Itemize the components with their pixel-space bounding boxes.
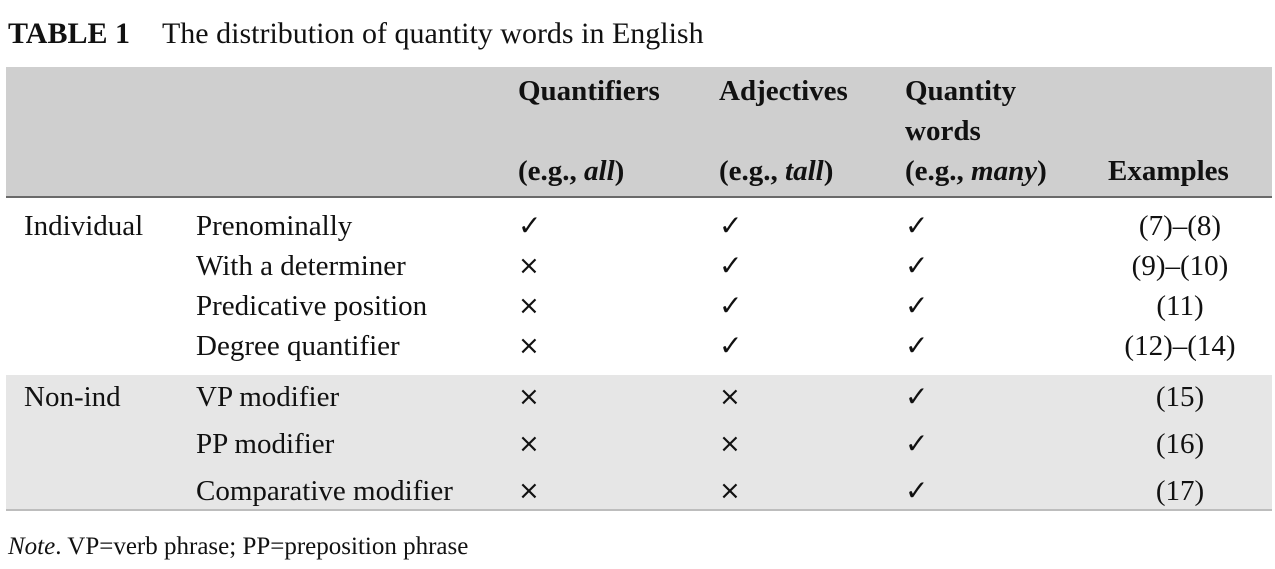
header-examples: Examples <box>1108 71 1258 191</box>
table-note: Note. VP=verb phrase; PP=preposition phr… <box>8 530 468 564</box>
check-icon: ✓ <box>905 329 929 362</box>
cross-icon: × <box>719 476 741 506</box>
examples-cell: (11) <box>1156 290 1204 322</box>
check-icon: ✓ <box>719 209 743 242</box>
table-label: TABLE 1 <box>8 17 130 50</box>
header-quantifiers: Quantifiers (e.g., all) <box>518 71 708 191</box>
distribution-table: Quantifiers (e.g., all) Adjectives (e.g.… <box>6 67 1272 511</box>
table-title: The distribution of quantity words in En… <box>161 17 704 50</box>
header-examples-name: Examples <box>1108 155 1229 187</box>
examples-cell: (15) <box>1155 381 1205 413</box>
check-icon: ✓ <box>905 249 929 282</box>
table-caption: TABLE 1 The distribution of quantity word… <box>8 14 704 54</box>
header-quantity-words-name-line2: words <box>905 115 981 147</box>
header-quantifiers-name: Quantifiers <box>518 75 660 107</box>
cross-icon: × <box>518 476 540 506</box>
table-row: Individual Prenominally ✓ ✓ ✓ (7)–(8) <box>6 206 1272 246</box>
examples-cell: (16) <box>1155 428 1205 460</box>
header-adjectives-example: (e.g., tall) <box>719 155 834 187</box>
table-row: Comparative modifier × × ✓ (17) <box>6 471 1272 511</box>
examples-cell: (12)–(14) <box>1124 330 1236 362</box>
note-label: Note <box>8 533 56 560</box>
check-icon: ✓ <box>905 474 929 507</box>
header-adjectives-name: Adjectives <box>719 75 848 107</box>
context-cell: With a determiner <box>196 250 406 282</box>
check-icon: ✓ <box>719 289 743 322</box>
cross-icon: × <box>719 382 741 412</box>
check-icon: ✓ <box>905 209 929 242</box>
header-quantity-words-example: (e.g., many) <box>905 155 1047 187</box>
context-cell: Predicative position <box>196 290 428 322</box>
header-quantifiers-example: (e.g., all) <box>518 155 625 187</box>
examples-cell: (9)–(10) <box>1131 250 1229 282</box>
group-label: Non-ind <box>24 381 121 413</box>
table-row: Degree quantifier × ✓ ✓ (12)–(14) <box>6 326 1272 366</box>
cross-icon: × <box>518 331 540 361</box>
note-text: . VP=verb phrase; PP=preposition phrase <box>55 533 469 560</box>
header-adjectives: Adjectives (e.g., tall) <box>719 71 899 191</box>
check-icon: ✓ <box>719 329 743 362</box>
cross-icon: × <box>719 429 741 459</box>
context-cell: VP modifier <box>196 381 340 413</box>
context-cell: Degree quantifier <box>196 330 400 362</box>
header-quantity-words-name-line1: Quantity <box>905 75 1017 107</box>
context-cell: Prenominally <box>196 210 353 242</box>
table-row: Non-ind VP modifier × × ✓ (15) <box>6 377 1272 417</box>
header-quantity-words: Quantity words (e.g., many) <box>905 71 1105 191</box>
check-icon: ✓ <box>518 209 542 242</box>
cross-icon: × <box>518 382 540 412</box>
examples-cell: (7)–(8) <box>1138 210 1222 242</box>
table-row: With a determiner × ✓ ✓ (9)–(10) <box>6 246 1272 286</box>
context-cell: PP modifier <box>196 428 335 460</box>
table-header: Quantifiers (e.g., all) Adjectives (e.g.… <box>6 67 1272 198</box>
group-label: Individual <box>24 210 144 242</box>
check-icon: ✓ <box>905 380 929 413</box>
group-non-ind-background <box>6 375 1272 511</box>
check-icon: ✓ <box>719 249 743 282</box>
cross-icon: × <box>518 291 540 321</box>
cross-icon: × <box>518 251 540 281</box>
examples-cell: (17) <box>1155 475 1205 507</box>
check-icon: ✓ <box>905 289 929 322</box>
table-row: PP modifier × × ✓ (16) <box>6 424 1272 464</box>
cross-icon: × <box>518 429 540 459</box>
check-icon: ✓ <box>905 427 929 460</box>
table-row: Predicative position × ✓ ✓ (11) <box>6 286 1272 326</box>
context-cell: Comparative modifier <box>196 475 453 507</box>
